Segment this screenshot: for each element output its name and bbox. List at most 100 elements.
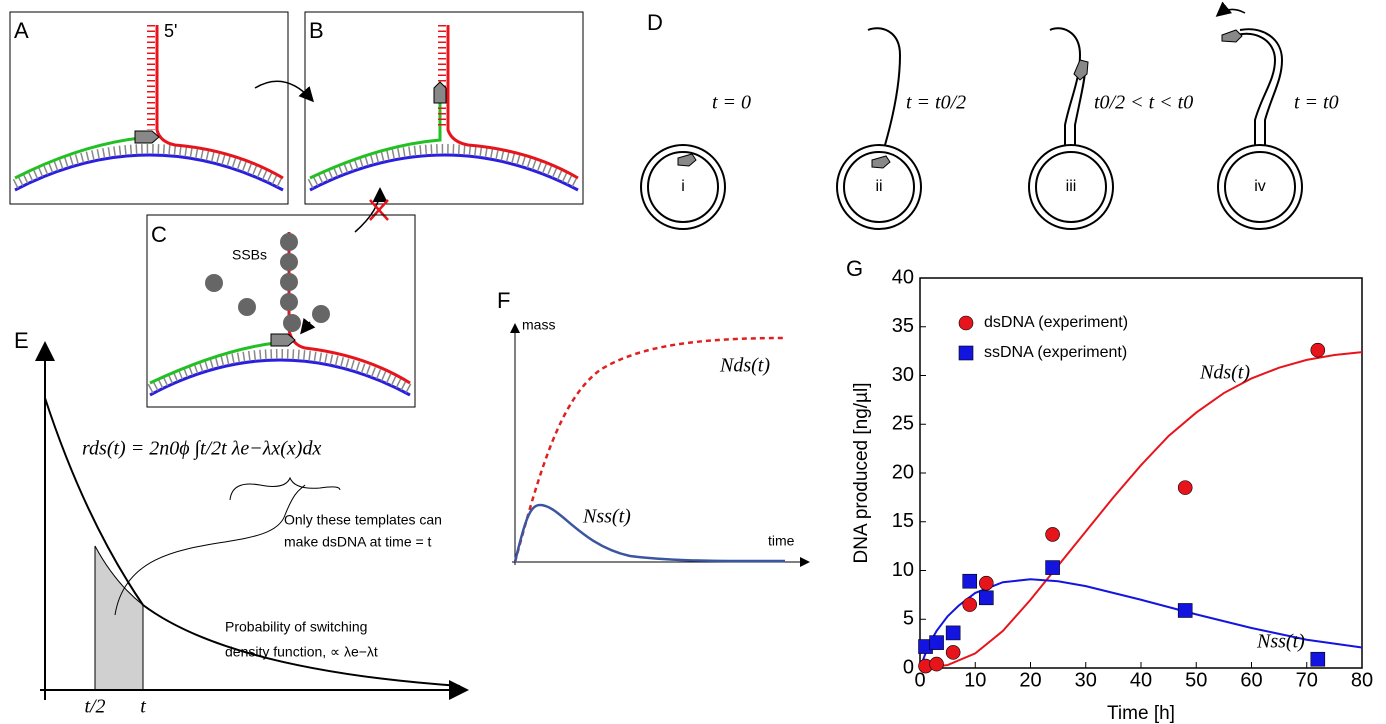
x-tick-label: t/2 [84,696,105,718]
density-label: Probability of switching [225,619,367,635]
y-tick-label: 0 [903,656,914,678]
legend-label: dsDNA (experiment) [984,314,1128,331]
polymerase [1073,59,1089,81]
new-strand [149,341,276,385]
y-tick-label: 30 [892,364,914,386]
cross [369,199,389,221]
polymerase [270,333,296,347]
data-point [978,575,994,591]
y-tick-label: 10 [892,559,914,581]
panel-f: F mass time Nds(t) Nss(t) [497,288,810,567]
panel-a: A 5' [9,11,289,205]
data-point [945,645,961,660]
x-tick-label: 70 [1296,669,1318,691]
data-point [929,656,944,672]
plasmid [1035,151,1107,223]
ssb [280,293,298,311]
panel-frame [304,11,584,205]
displaced-strand [446,25,579,180]
x-tick-label: 40 [1130,669,1152,691]
ssb [238,298,256,316]
legend-label: ssDNA (experiment) [984,344,1127,361]
plasmid [640,144,726,230]
ssb-group [205,233,330,332]
chart: 0 10 20 30 40 50 60 70 80 0 5 10 15 20 25 30 35 40 Time [h… [851,266,1373,724]
ds-tail [1236,28,1284,146]
plot-frame [919,277,1363,669]
axis-label: time [768,533,795,549]
panel-c: C SSBs [146,214,416,408]
axis-label: mass [522,317,555,333]
model-curve [919,351,1363,669]
curve-label: Nds(t) [719,355,770,377]
stage-label: i [681,178,685,195]
panel-e: E rds(t) = 2n0ϕ ∫t/2t λe−λx(x)dx Only th… [14,328,469,718]
note: Only these templates can [284,512,442,528]
ds-tail [1049,27,1086,146]
x-tick-label: 30 [1075,669,1097,691]
plasmid [1028,144,1114,230]
data-point [945,625,961,641]
ssb [280,273,298,291]
template-strand [309,153,579,192]
data-point [962,597,978,612]
y-tick-label: 40 [892,266,914,288]
y-tick-label: 15 [892,510,914,532]
polymerase [433,81,447,104]
curve-label: Nss(t) [1256,631,1305,653]
x-tick-label: 0 [914,669,925,691]
new-strand [14,136,141,180]
density-label: density function, ∝ λe−λt [225,644,378,660]
plasmid [647,151,719,223]
template-strand [149,358,411,397]
panel-label: G [846,256,863,281]
data-point [1310,651,1326,667]
x-tick-label: 10 [964,669,986,691]
polymerase [677,153,697,167]
data-point [1177,603,1193,618]
y-tick-label: 20 [892,461,914,483]
panel-frame [146,214,416,408]
ssb [283,314,301,332]
brace [229,476,341,501]
ssb [205,274,223,292]
x-tick-label: t [140,696,146,718]
data-point [1177,480,1193,495]
density-curve [44,397,461,687]
time-label: t0/2 < t < t0 [1094,92,1193,114]
shaded-area [94,545,144,691]
y-tick-label: 25 [892,413,914,435]
template-strand [14,153,284,192]
panel-frame [9,11,289,205]
panel-label: E [14,328,29,353]
y-tick-label: 5 [903,608,914,630]
arrow [354,187,388,233]
ssb [280,233,298,251]
time-label: t = t0/2 [906,92,966,114]
legend-marker [958,315,974,331]
data-point [962,573,978,589]
panel-label: F [497,288,510,313]
plasmid [1217,144,1303,230]
ss-tail [867,27,902,146]
strand-end-label: 5' [164,21,177,41]
note: make dsDNA at time = t [284,534,432,550]
data-point [978,590,994,606]
panel-label: D [647,10,663,35]
stage-label: iv [1254,178,1266,195]
curve-label: Nds(t) [1199,362,1250,384]
plasmid [1224,151,1296,223]
x-tick-label: 50 [1185,669,1207,691]
stage-label: iii [1066,178,1077,195]
panel-label: C [151,222,167,247]
data-point [1310,342,1326,358]
polymerase [134,130,160,144]
stage-label: ii [875,178,882,195]
legend-marker [958,345,974,361]
y-tick-label: 35 [892,315,914,337]
panel-b: B [304,11,584,205]
arrow [1215,1,1246,17]
time-label: t = t0 [1294,92,1339,114]
curve-label: Nss(t) [582,506,631,528]
